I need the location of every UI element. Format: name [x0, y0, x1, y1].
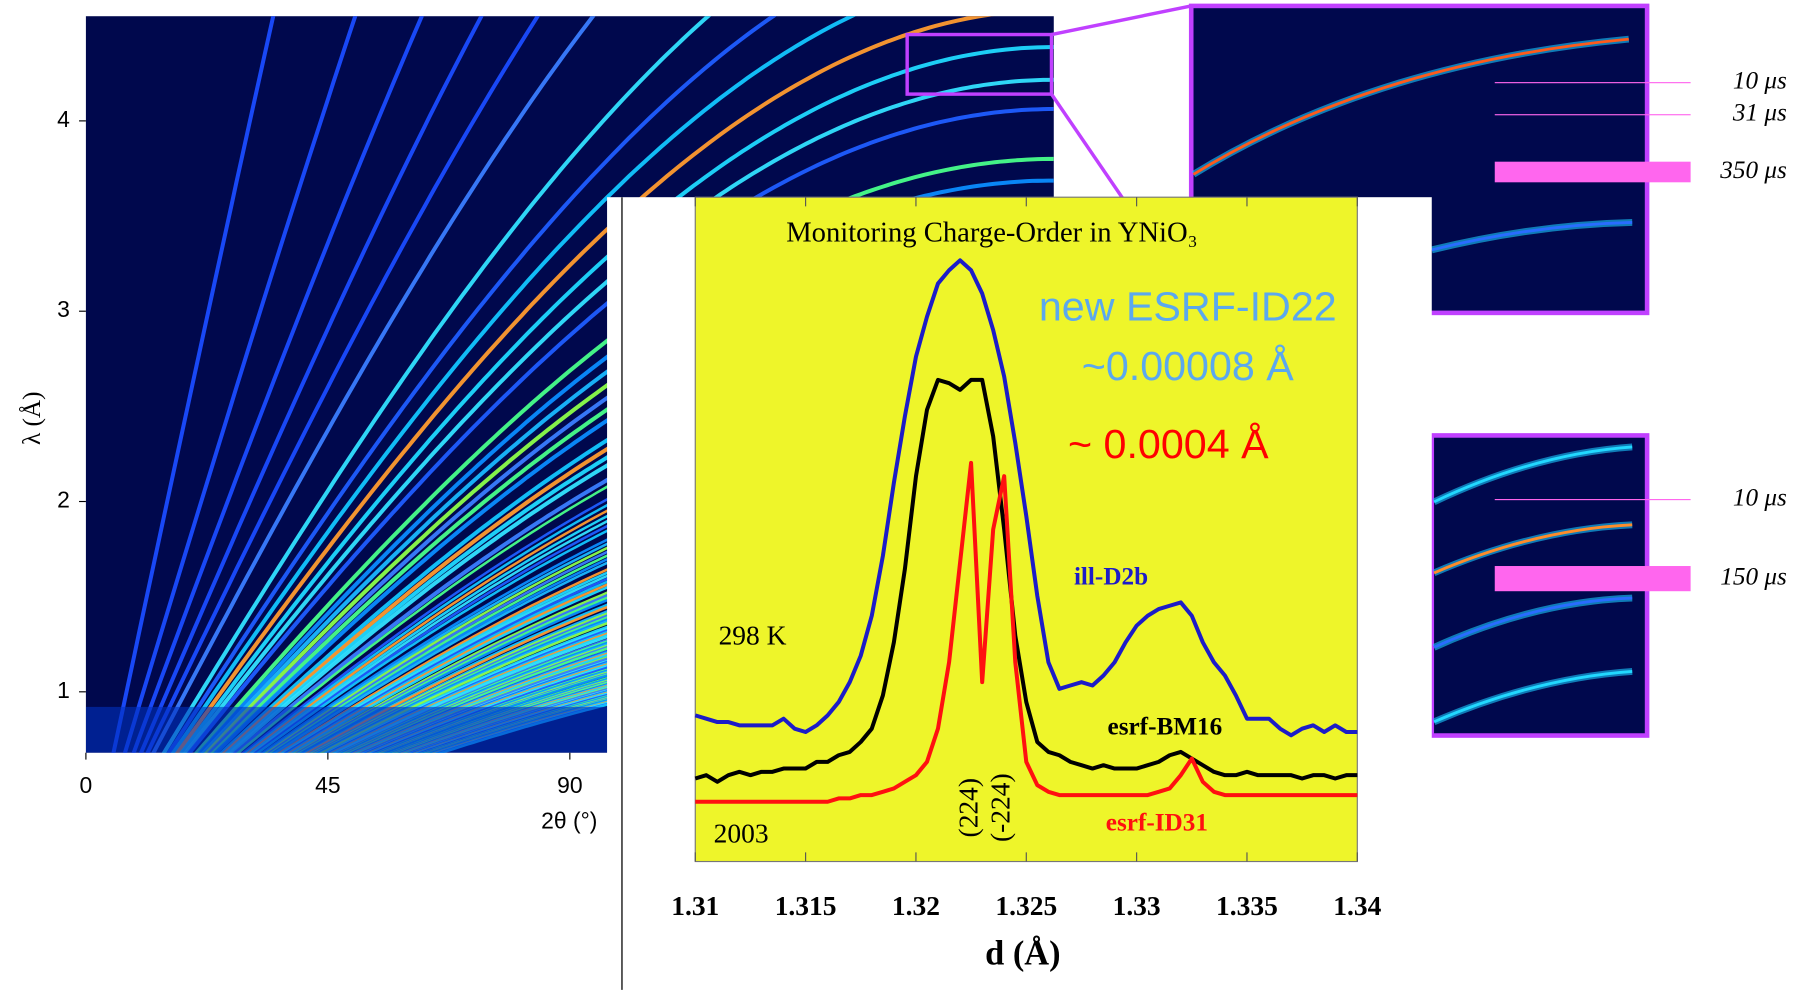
x-tick-label: 1.34 [1333, 891, 1381, 921]
connector [1051, 4, 1192, 37]
arc [186, 106, 1054, 753]
series-line [694, 377, 1358, 784]
annotation: ~ 0.0004 Å [1068, 421, 1269, 467]
inset-arc [1433, 596, 1633, 649]
x-tick-label: 0 [80, 772, 93, 798]
arc [194, 156, 1054, 753]
y-tick-label: 3 [57, 296, 70, 322]
x-tick-label: 1.33 [1113, 891, 1161, 921]
chart-title: Monitoring Charge-Order in YNiO₃ [786, 217, 1197, 249]
x-tick-label: 1.32 [892, 891, 940, 921]
series-label: esrf-ID31 [1106, 810, 1208, 837]
annotation: (-224) [986, 773, 1016, 842]
pulse-bar [1494, 161, 1691, 183]
zoom-box [905, 32, 1054, 96]
series-label: ill-D2b [1074, 563, 1148, 590]
y-axis-label: λ (Å) [19, 392, 46, 445]
x-tick-label: 1.315 [775, 891, 837, 921]
arc [145, 16, 541, 753]
arc [161, 16, 712, 753]
y-tick-label: 1 [57, 677, 70, 703]
inset-arc [1433, 669, 1633, 724]
inset-arc [1433, 445, 1633, 504]
x-axis-label: 2θ (°) [541, 808, 597, 834]
x-tick-label: 90 [557, 772, 582, 798]
inset-arc [1192, 37, 1629, 176]
annotation: new ESRF-ID22 [1039, 283, 1337, 329]
arc [170, 16, 857, 753]
annotation: 298 K [719, 620, 787, 650]
x-axis-label: d (Å) [985, 934, 1060, 972]
pulse-bar [1494, 566, 1691, 592]
inset-arc [1433, 523, 1633, 575]
x-tick-label: 1.325 [995, 891, 1057, 921]
pulse-bar [1494, 499, 1691, 501]
series-label: esrf-BM16 [1108, 713, 1223, 740]
x-tick-label: 1.335 [1216, 891, 1278, 921]
arc [179, 45, 1054, 753]
x-tick-label: 1.31 [671, 891, 719, 921]
connector [1050, 93, 1130, 208]
pulse-label: 350 μs [1719, 157, 1787, 184]
y-tick-label: 2 [57, 487, 70, 513]
arc [183, 77, 1054, 753]
pulse-label: 10 μs [1733, 484, 1787, 511]
arc [151, 16, 596, 753]
x-tick-label: 45 [315, 772, 340, 798]
pulse-label: 150 μs [1720, 563, 1787, 590]
annotation: ~0.00008 Å [1082, 343, 1295, 389]
pulse-bar [1494, 82, 1691, 84]
inset-arc [1431, 220, 1633, 252]
arc [166, 16, 777, 753]
y-tick-label: 4 [57, 106, 70, 132]
annotation: 2003 [714, 819, 769, 849]
pulse-label: 31 μs [1732, 100, 1787, 127]
annotation: (224) [954, 778, 984, 837]
arc [175, 16, 993, 753]
pulse-label: 10 μs [1733, 67, 1787, 94]
pulse-bar [1494, 114, 1691, 116]
series-line [694, 258, 1358, 738]
series-line [695, 460, 1358, 804]
